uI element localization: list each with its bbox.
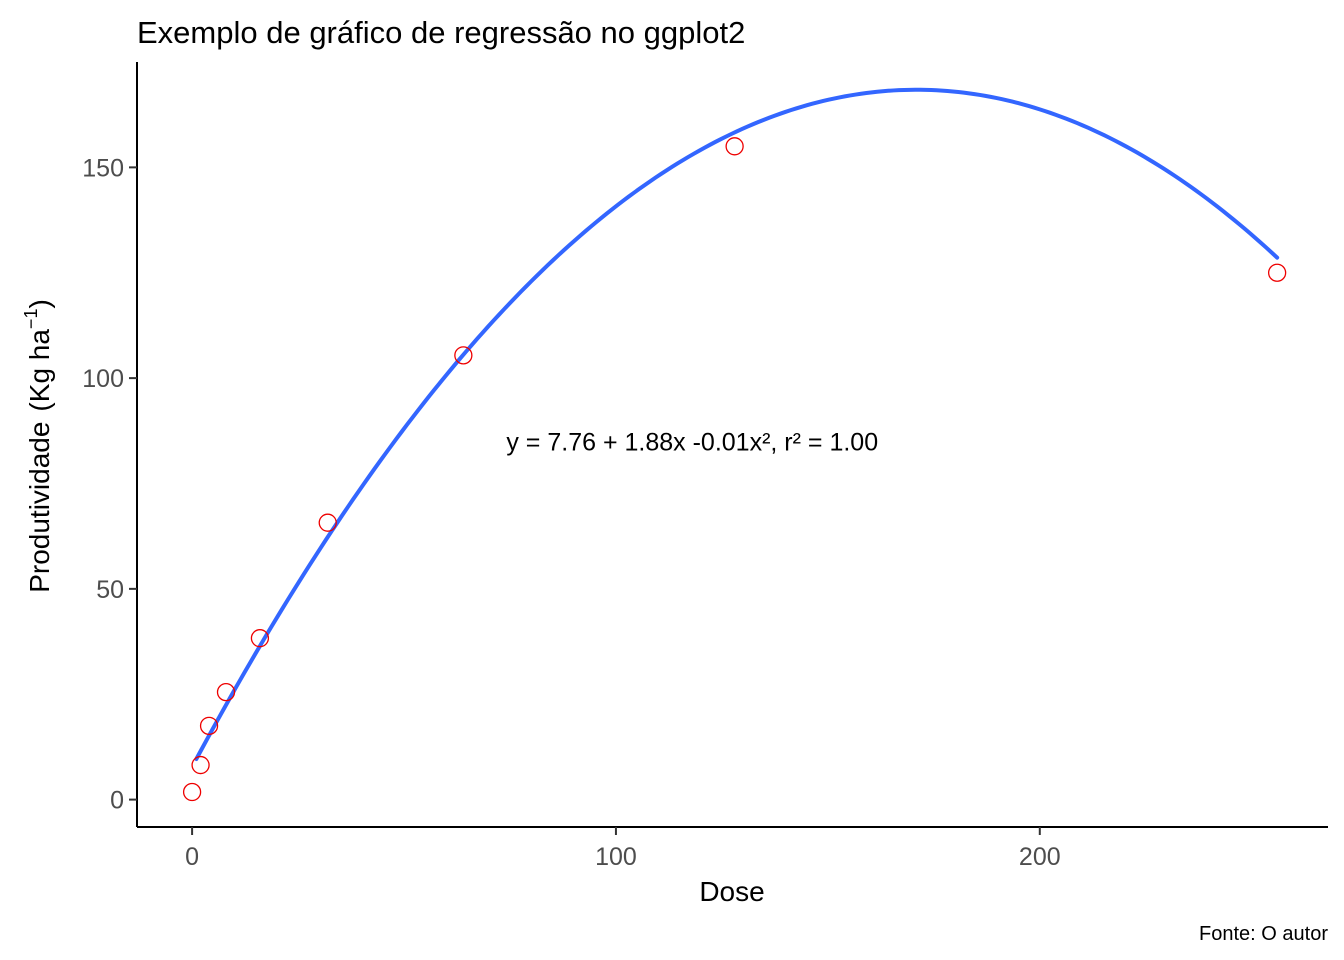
fit-layer	[194, 87, 1280, 761]
y-axis-title-group: Produtividade (Kg ha−1)	[21, 299, 55, 593]
y-tick-label: 100	[82, 365, 124, 393]
data-point	[191, 755, 210, 775]
y-axis-title-unit: Kg ha	[24, 329, 55, 403]
y-axis-title-close-paren: )	[24, 299, 55, 308]
data-point	[454, 346, 473, 365]
y-axis-title-main: Produtividade	[24, 422, 55, 593]
y-tick-label: 50	[96, 576, 124, 604]
chart-caption: Fonte: O autor	[1199, 923, 1328, 945]
data-point	[182, 782, 202, 802]
x-axis-title: Dose	[699, 876, 764, 907]
x-axis-ticks: 0 100 200	[185, 827, 1061, 871]
y-axis-title: Produtividade (Kg ha−1)	[21, 299, 55, 593]
chart-title: Exemplo de gráfico de regressão no ggplo…	[137, 15, 745, 50]
y-axis-title-open-paren: (	[24, 402, 55, 412]
regression-equation-label: y = 7.76 + 1.88x -0.01x², r² = 1.00	[506, 428, 878, 456]
data-point	[216, 682, 236, 702]
x-tick-label: 100	[595, 843, 637, 871]
data-point	[199, 716, 219, 735]
data-point	[1267, 263, 1287, 282]
y-tick-label: 150	[82, 154, 124, 182]
points-layer	[182, 137, 1287, 802]
y-axis-ticks: 0 50 100 150	[82, 154, 137, 815]
plot-area: 0 100 200 0 50 100 150 y = 7.76 + 1.88x -0.01…	[82, 62, 1328, 871]
regression-curve	[194, 87, 1280, 761]
y-axis-title-exponent: −1	[21, 309, 41, 330]
data-point	[318, 513, 337, 532]
x-tick-label: 200	[1019, 843, 1061, 871]
x-tick-label: 0	[185, 843, 199, 871]
data-point	[250, 629, 270, 648]
data-point	[725, 137, 744, 156]
y-tick-label: 0	[110, 787, 124, 815]
